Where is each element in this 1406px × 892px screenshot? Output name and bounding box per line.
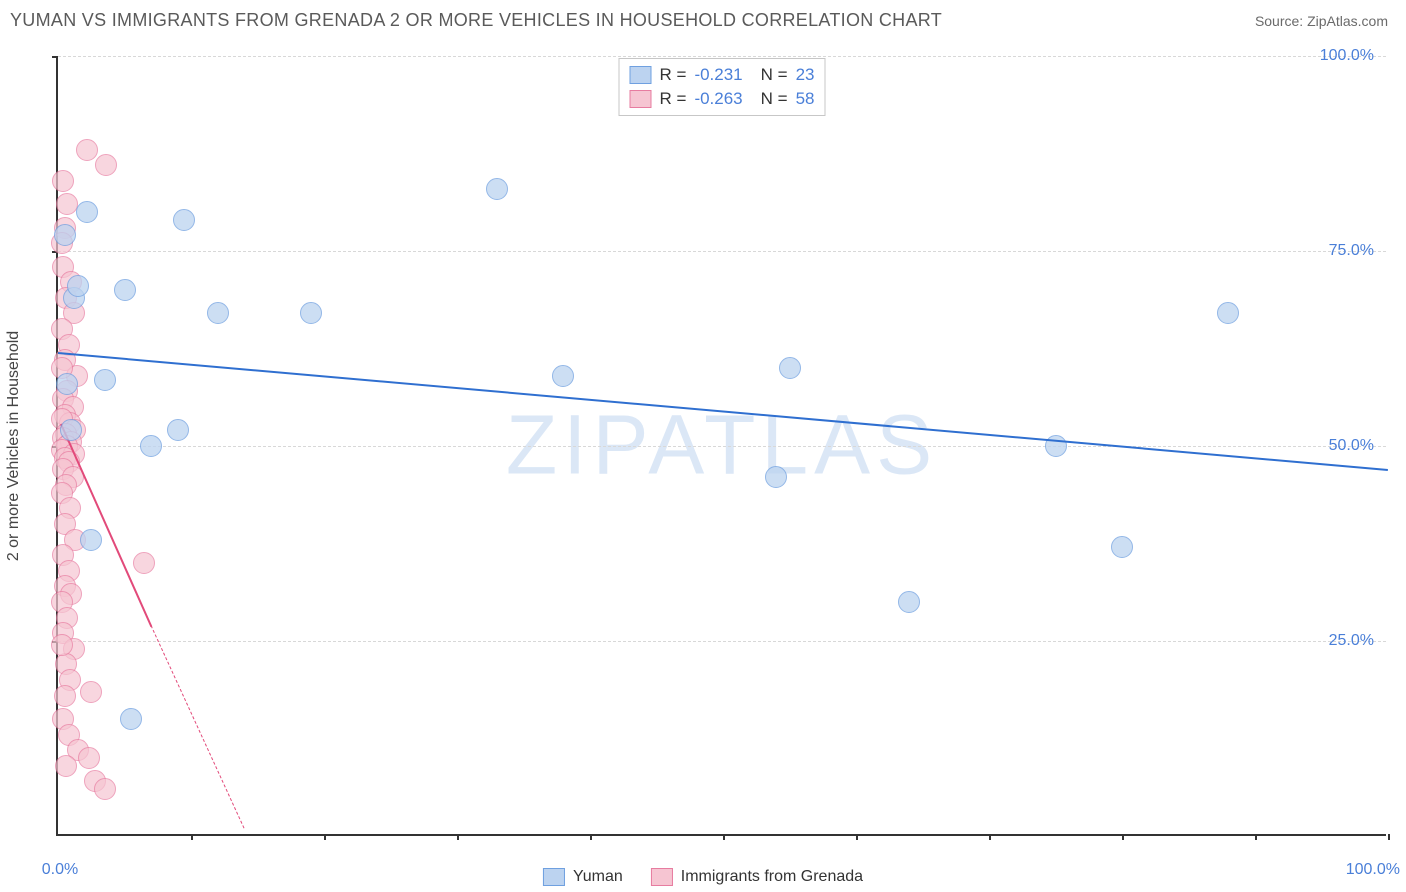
data-point	[60, 419, 82, 441]
data-point	[78, 747, 100, 769]
trend-line	[58, 352, 1388, 471]
data-point	[52, 170, 74, 192]
legend-swatch	[630, 90, 652, 108]
x-tick	[324, 834, 326, 840]
data-point	[300, 302, 322, 324]
chart-title: YUMAN VS IMMIGRANTS FROM GRENADA 2 OR MO…	[10, 10, 942, 31]
data-point	[94, 369, 116, 391]
data-point	[1217, 302, 1239, 324]
data-point	[56, 373, 78, 395]
y-axis-label: 2 or more Vehicles in Household	[5, 331, 23, 561]
x-axis-max-label: 100.0%	[1346, 861, 1400, 879]
data-point	[133, 552, 155, 574]
y-tick-label: 25.0%	[1329, 632, 1374, 650]
source-name: ZipAtlas.com	[1307, 13, 1388, 29]
x-tick	[856, 834, 858, 840]
legend-correlation: R = -0.231 N = 23 R = -0.263 N = 58	[619, 58, 826, 116]
data-point	[173, 209, 195, 231]
data-point	[54, 685, 76, 707]
data-point	[56, 193, 78, 215]
x-axis-min-label: 0.0%	[42, 861, 78, 879]
gridline	[58, 446, 1386, 447]
data-point	[779, 357, 801, 379]
legend-n-label: N =	[761, 89, 788, 109]
data-point	[167, 419, 189, 441]
legend-swatch	[543, 868, 565, 886]
data-point	[76, 139, 98, 161]
data-point	[55, 755, 77, 777]
data-point	[80, 681, 102, 703]
data-point	[95, 154, 117, 176]
data-point	[120, 708, 142, 730]
y-tick-label: 50.0%	[1329, 437, 1374, 455]
gridline	[58, 251, 1386, 252]
legend-n-value: 58	[796, 89, 815, 109]
legend-swatch	[630, 66, 652, 84]
scatter-chart: ZIPATLAS R =-0.231N =23R =-0.263N =58 25…	[56, 56, 1386, 836]
legend-swatch	[651, 868, 673, 886]
data-point	[67, 275, 89, 297]
legend-r-value: -0.263	[694, 89, 742, 109]
legend-r-label: R =	[660, 89, 687, 109]
legend-r-label: R =	[660, 65, 687, 85]
data-point	[51, 634, 73, 656]
data-point	[765, 466, 787, 488]
data-point	[486, 178, 508, 200]
data-point	[54, 224, 76, 246]
data-point	[1111, 536, 1133, 558]
y-tick-label: 75.0%	[1329, 242, 1374, 260]
legend-item: Immigrants from Grenada	[651, 868, 863, 886]
y-tick	[52, 56, 58, 58]
legend-item: Yuman	[543, 868, 623, 886]
legend-label: Yuman	[573, 868, 623, 886]
data-point	[140, 435, 162, 457]
x-tick	[989, 834, 991, 840]
x-tick	[1388, 834, 1390, 840]
data-point	[76, 201, 98, 223]
legend-r-value: -0.231	[694, 65, 742, 85]
gridline	[58, 641, 1386, 642]
y-tick-label: 100.0%	[1320, 47, 1374, 65]
source-label: Source:	[1255, 13, 1303, 29]
data-point	[207, 302, 229, 324]
x-tick	[1255, 834, 1257, 840]
chart-source: Source: ZipAtlas.com	[1255, 13, 1388, 29]
x-tick	[590, 834, 592, 840]
legend-row: R = -0.231 N = 23	[630, 63, 815, 87]
legend-label: Immigrants from Grenada	[681, 868, 863, 886]
data-point	[80, 529, 102, 551]
x-tick	[723, 834, 725, 840]
legend-n-label: N =	[761, 65, 788, 85]
gridline	[58, 56, 1386, 57]
x-tick	[1122, 834, 1124, 840]
data-point	[898, 591, 920, 613]
data-point	[114, 279, 136, 301]
chart-header: YUMAN VS IMMIGRANTS FROM GRENADA 2 OR MO…	[0, 0, 1406, 37]
legend-n-value: 23	[796, 65, 815, 85]
legend-series: Yuman Immigrants from Grenada	[543, 868, 863, 886]
legend-row: R = -0.263 N = 58	[630, 87, 815, 111]
x-tick	[457, 834, 459, 840]
trend-line	[151, 626, 245, 829]
data-point	[94, 778, 116, 800]
x-tick	[191, 834, 193, 840]
data-point	[552, 365, 574, 387]
